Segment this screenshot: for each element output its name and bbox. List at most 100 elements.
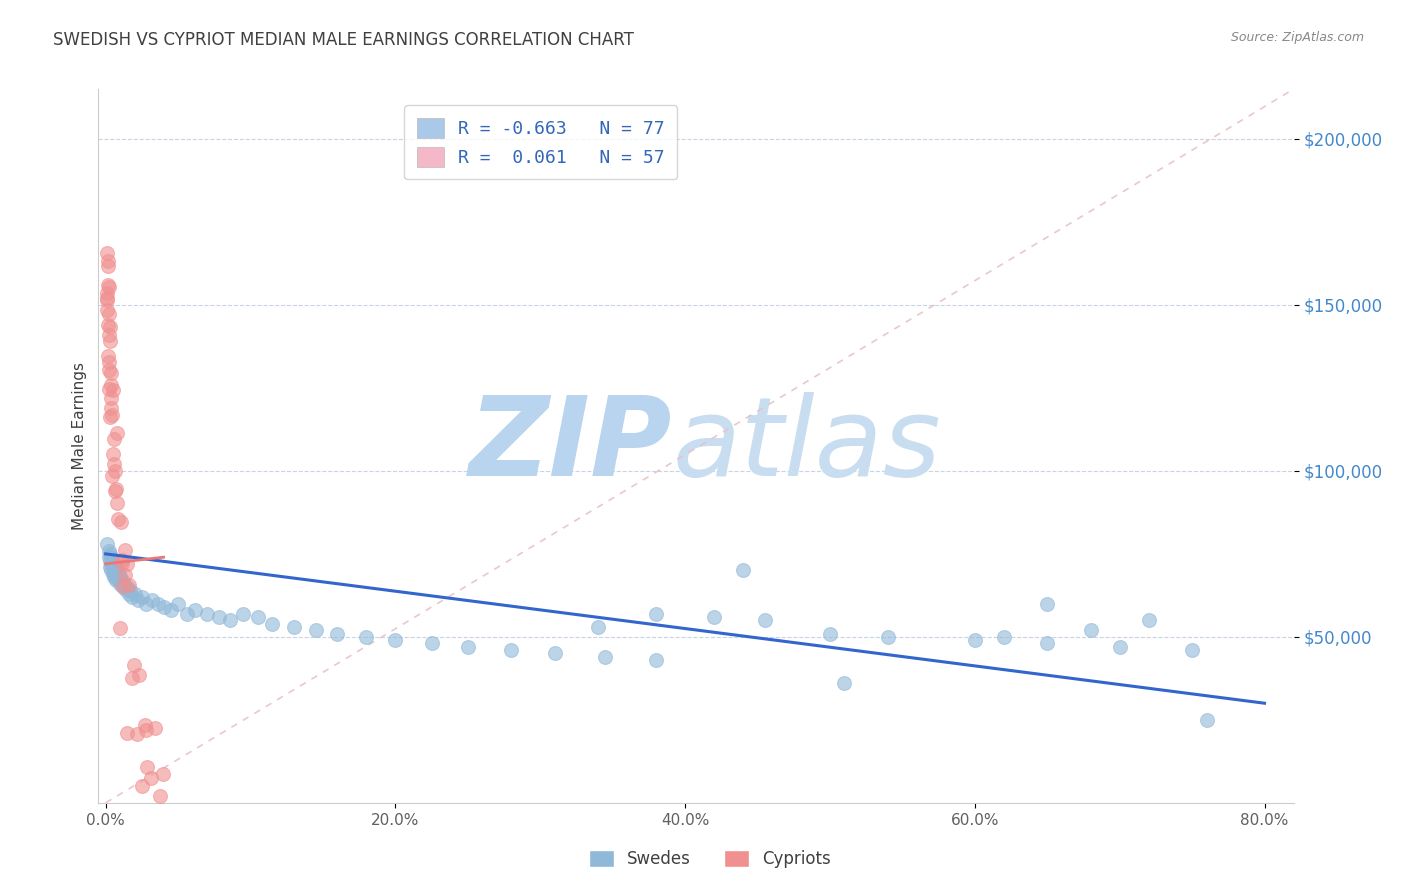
Point [114,576,136,591]
Point [98,553,121,567]
Point [326,626,349,640]
Point [128,668,150,682]
Point [97,277,120,292]
Point [145,721,167,735]
Point [97,318,120,333]
Point [104,464,127,478]
Point [112,580,135,594]
Point [110,515,132,529]
Point [117,578,139,592]
Point [108,621,131,635]
Point [818,626,841,640]
Point [754,613,776,627]
Point [121,672,143,686]
Point [111,556,134,570]
Point [1036,597,1059,611]
Point [103,458,125,472]
Point [103,432,125,446]
Point [98,560,121,574]
Point [101,560,124,574]
Point [135,723,157,737]
Point [97,355,120,369]
Point [176,607,198,621]
Point [101,469,124,483]
Point [97,328,120,343]
Point [131,590,153,604]
Point [105,564,128,578]
Point [98,319,121,334]
Point [703,610,725,624]
Point [100,564,122,578]
Point [97,349,120,363]
Point [457,640,479,654]
Point [152,767,174,781]
Point [96,291,118,305]
Point [104,560,127,574]
Point [111,553,134,567]
Point [586,620,609,634]
Point [101,408,124,422]
Point [384,633,406,648]
Point [420,636,443,650]
Point [246,610,269,624]
Point [96,245,118,260]
Point [1080,624,1102,638]
Point [97,259,120,273]
Text: Source: ZipAtlas.com: Source: ZipAtlas.com [1230,31,1364,45]
Point [115,583,138,598]
Point [96,293,118,308]
Point [105,425,128,440]
Point [101,566,124,581]
Point [101,553,124,567]
Point [104,483,127,497]
Point [356,630,378,644]
Point [184,603,207,617]
Point [103,564,125,578]
Point [645,607,668,621]
Point [152,599,174,614]
Point [118,587,141,601]
Point [149,789,172,803]
Point [115,726,138,740]
Point [103,570,125,584]
Point [121,590,143,604]
Point [117,580,139,594]
Point [104,574,127,588]
Point [98,547,121,561]
Point [136,760,159,774]
Point [108,570,131,584]
Point [1181,643,1204,657]
Point [283,620,305,634]
Point [108,576,131,591]
Point [98,410,121,425]
Point [146,597,169,611]
Text: SWEDISH VS CYPRIOT MEDIAN MALE EARNINGS CORRELATION CHART: SWEDISH VS CYPRIOT MEDIAN MALE EARNINGS … [53,31,634,49]
Point [1137,613,1160,627]
Point [105,496,128,510]
Point [96,537,118,551]
Point [104,566,127,581]
Point [100,401,122,415]
Y-axis label: Median Male Earnings: Median Male Earnings [72,362,87,530]
Point [208,610,231,624]
Point [993,630,1015,644]
Point [125,727,148,741]
Point [963,633,986,648]
Point [1108,640,1130,654]
Point [135,597,157,611]
Text: ZIP: ZIP [468,392,672,500]
Point [104,483,127,498]
Point [131,779,153,793]
Point [100,377,122,392]
Point [501,643,523,657]
Point [112,579,135,593]
Point [167,597,190,611]
Point [114,543,136,558]
Point [141,593,163,607]
Point [731,564,754,578]
Point [103,384,125,398]
Point [110,574,132,588]
Point [1036,636,1059,650]
Point [195,607,218,621]
Point [595,649,617,664]
